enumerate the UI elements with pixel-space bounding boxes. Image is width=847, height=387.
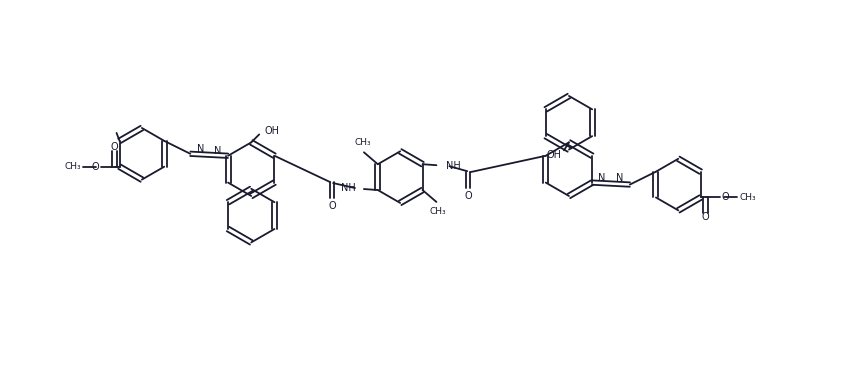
Text: N: N (214, 146, 222, 156)
Text: CH₃: CH₃ (355, 138, 371, 147)
Text: N: N (598, 173, 606, 183)
Text: NH: NH (341, 183, 356, 193)
Text: OH: OH (546, 150, 561, 160)
Text: O: O (91, 162, 99, 172)
Text: O: O (329, 201, 336, 211)
Text: O: O (111, 142, 119, 152)
Text: N: N (197, 144, 204, 154)
Text: N: N (617, 173, 623, 183)
Text: O: O (464, 191, 472, 201)
Text: O: O (702, 212, 710, 222)
Text: CH₃: CH₃ (64, 162, 80, 171)
Text: OH: OH (264, 127, 280, 137)
Text: CH₃: CH₃ (739, 193, 756, 202)
Text: NH: NH (446, 161, 461, 171)
Text: CH₃: CH₃ (429, 207, 446, 216)
Text: O: O (722, 192, 729, 202)
